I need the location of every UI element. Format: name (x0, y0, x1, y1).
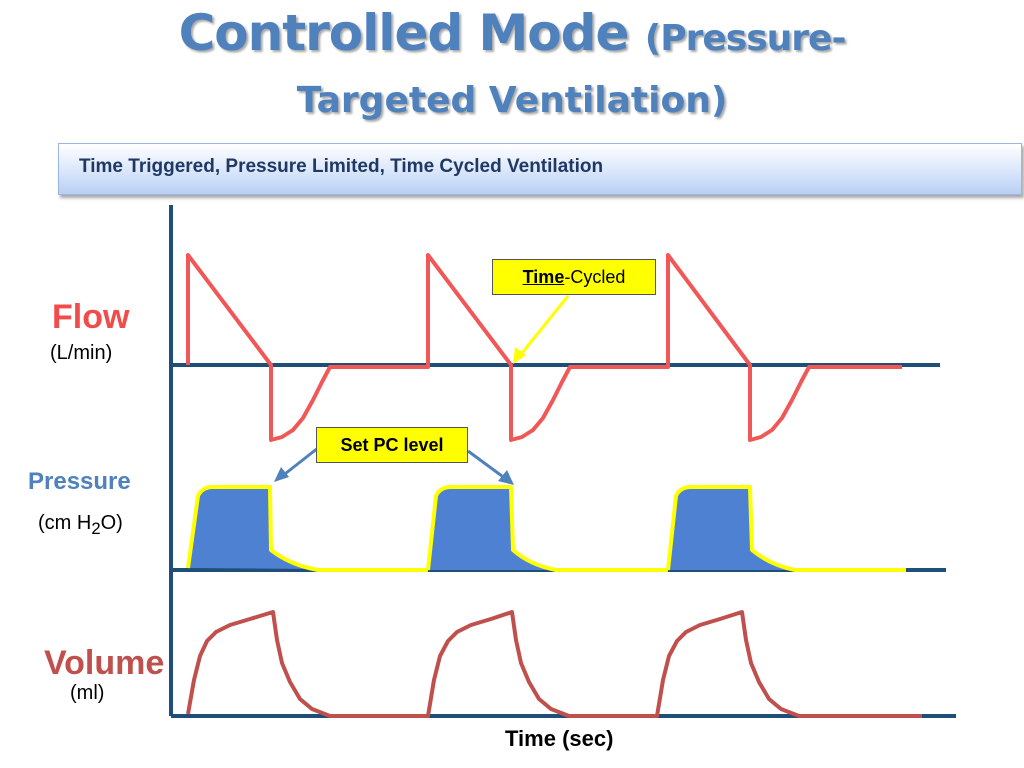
title-main: Controlled Mode (178, 4, 630, 62)
pressure-wave-1 (186, 485, 428, 572)
volume-wave (186, 610, 922, 718)
subtitle-text: Time Triggered, Pressure Limited, Time C… (79, 156, 604, 177)
pc-arrow-right-head (498, 470, 514, 485)
pressure-unit-sub: 2 (91, 519, 101, 538)
page-title-line1: Controlled Mode (Pressure- (0, 4, 1024, 62)
pc-arrow-left (280, 446, 319, 479)
pc-arrow-right (467, 449, 507, 481)
pressure-label: Pressure (28, 468, 131, 495)
time-cycled-rest: -Cycled (564, 267, 626, 287)
set-pc-level-callout: Set PC level (316, 427, 468, 463)
time-cycled-callout: Time-Cycled (492, 259, 656, 295)
flow-label: Flow (52, 298, 130, 336)
page-title-line2: Targeted Ventilation) (296, 80, 728, 121)
time-cycled-underlined: Time (522, 267, 565, 287)
pressure-unit-post: O) (100, 512, 123, 534)
volume-unit: (ml) (70, 682, 105, 704)
time-cycled-arrowhead (513, 347, 526, 364)
subtitle-banner: Time Triggered, Pressure Limited, Time C… (58, 143, 1022, 195)
flow-wave (186, 253, 902, 442)
pressure-wave-3 (666, 485, 906, 572)
pressure-unit-pre: (cm H (38, 512, 92, 534)
pc-arrow-left-head (274, 467, 289, 482)
pressure-wave-2 (426, 485, 668, 572)
volume-label: Volume (44, 644, 165, 682)
pressure-unit: (cm H2O) (38, 512, 123, 539)
time-cycled-arrow (516, 295, 570, 359)
title-paren: (Pressure- (644, 18, 847, 59)
time-axis-label: Time (sec) (505, 726, 614, 751)
flow-unit: (L/min) (50, 342, 113, 364)
